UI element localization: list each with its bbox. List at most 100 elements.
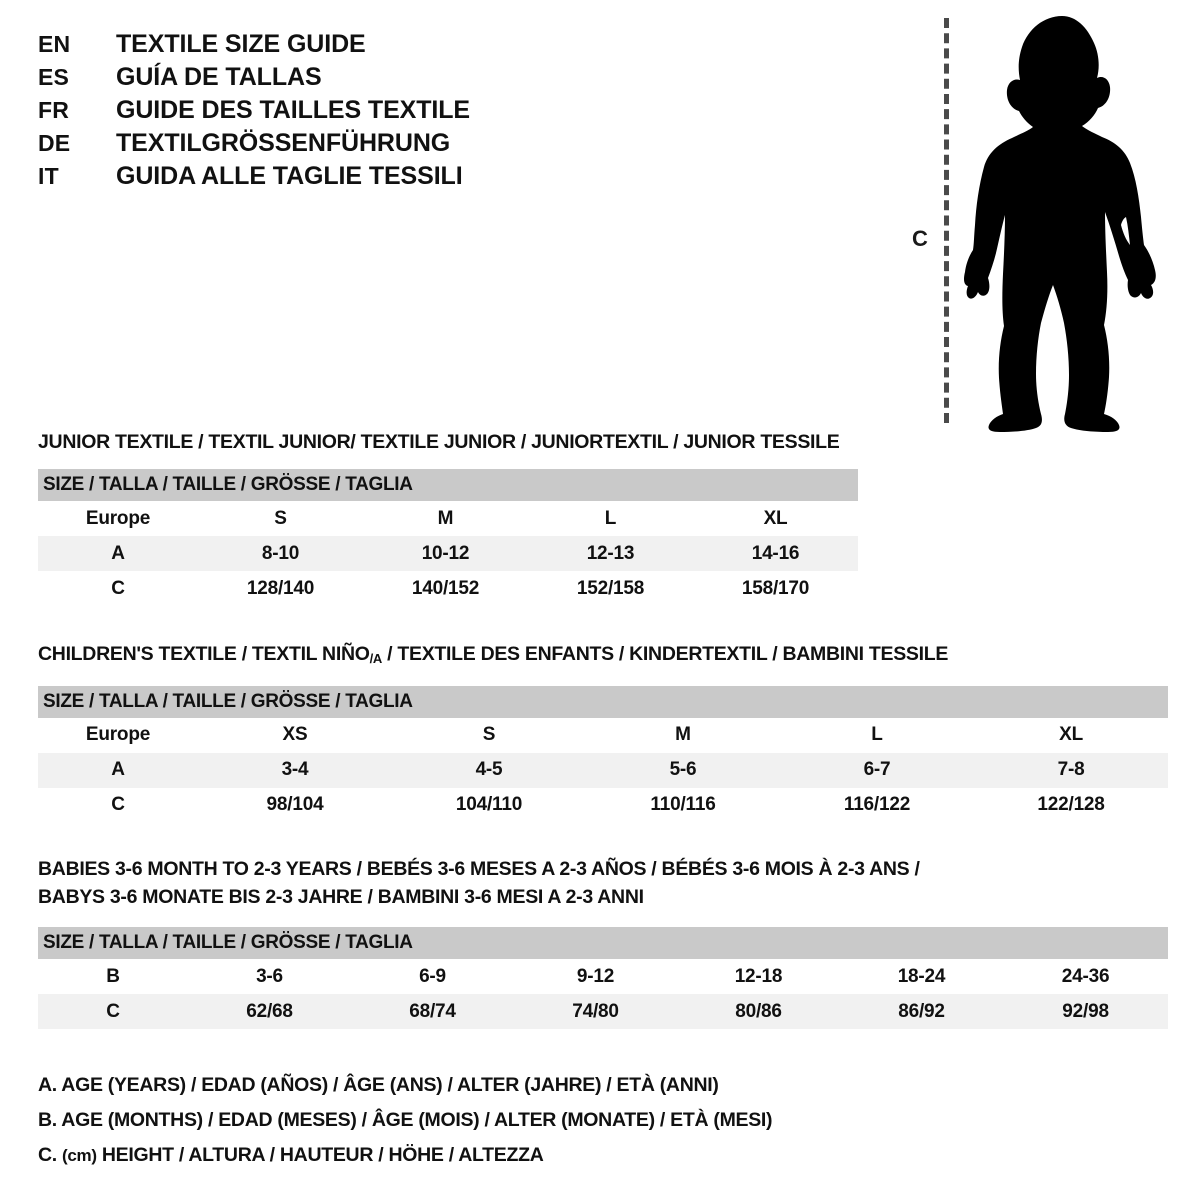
junior-cell-a-1: 8-10 xyxy=(198,536,363,571)
babies-size-table: SIZE / TALLA / TAILLE / GRÖSSE / TAGLIA … xyxy=(38,927,1169,1029)
babies-cell-b-1: 3-6 xyxy=(188,959,351,994)
junior-cell-size-1: S xyxy=(198,501,363,536)
babies-section-title-line2: BABYS 3-6 MONATE BIS 2-3 JAHRE / BAMBINI… xyxy=(38,886,644,908)
junior-cell-a-4: 14-16 xyxy=(693,536,859,571)
children-cell-size-3: M xyxy=(586,717,780,753)
junior-cell-c-3: 152/158 xyxy=(528,571,693,606)
language-title-it: GUIDA ALLE TAGLIE TESSILI xyxy=(116,162,463,190)
junior-cell-a-3: 12-13 xyxy=(528,536,693,571)
children-cell-c-3: 110/116 xyxy=(586,787,780,823)
children-cell-c-4: 116/122 xyxy=(780,787,974,823)
legend-line-c-pre: C. xyxy=(38,1144,63,1166)
children-section-title: CHILDREN'S TEXTILE / TEXTIL NIÑO/A / TEX… xyxy=(38,640,1168,673)
junior-size-table: SIZE / TALLA / TAILLE / GRÖSSE / TAGLIA … xyxy=(38,469,859,606)
junior-cell-size-2: M xyxy=(363,501,528,536)
children-cell-a-4: 6-7 xyxy=(780,752,974,788)
children-band-row: SIZE / TALLA / TAILLE / GRÖSSE / TAGLIA xyxy=(38,685,1169,718)
table-row: Europe XS S M L XL xyxy=(38,717,1169,753)
language-code-fr: FR xyxy=(38,97,70,123)
children-cell-c-1: 98/104 xyxy=(198,787,392,823)
children-textile-section: CHILDREN'S TEXTILE / TEXTIL NIÑO/A / TEX… xyxy=(38,640,1169,823)
language-code-it: IT xyxy=(38,163,59,189)
measurement-legend: A. AGE (YEARS) / EDAD (AÑOS) / ÂGE (ANS)… xyxy=(38,1068,898,1173)
babies-textile-section: BABIES 3-6 MONTH TO 2-3 YEARS / BEBÉS 3-… xyxy=(38,855,1169,1029)
height-measure-figure: C xyxy=(900,8,1180,433)
junior-row-head-a: A xyxy=(38,536,198,571)
junior-band-row: SIZE / TALLA / TAILLE / GRÖSSE / TAGLIA xyxy=(38,469,859,501)
language-row-es: ES GUÍA DE TALLAS xyxy=(38,63,538,96)
children-band-label: SIZE / TALLA / TAILLE / GRÖSSE / TAGLIA xyxy=(38,685,1169,718)
babies-cell-c-2: 68/74 xyxy=(351,994,514,1029)
babies-band-label: SIZE / TALLA / TAILLE / GRÖSSE / TAGLIA xyxy=(38,927,1169,959)
junior-textile-section: JUNIOR TEXTILE / TEXTIL JUNIOR/ TEXTILE … xyxy=(38,428,859,606)
junior-cell-a-2: 10-12 xyxy=(363,536,528,571)
junior-row-head-c: C xyxy=(38,571,198,606)
language-title-fr: GUIDE DES TAILLES TEXTILE xyxy=(116,96,471,124)
children-row-head-a: A xyxy=(38,752,198,788)
children-cell-a-1: 3-4 xyxy=(198,752,392,788)
junior-cell-c-4: 158/170 xyxy=(693,571,859,606)
junior-row-head-europe: Europe xyxy=(38,501,198,536)
language-title-block: EN TEXTILE SIZE GUIDE ES GUÍA DE TALLAS … xyxy=(38,30,538,195)
babies-section-title-line1: BABIES 3-6 MONTH TO 2-3 YEARS / BEBÉS 3-… xyxy=(38,858,920,880)
legend-line-a: A. AGE (YEARS) / EDAD (AÑOS) / ÂGE (ANS)… xyxy=(38,1074,719,1096)
table-row: B 3-6 6-9 9-12 12-18 18-24 24-36 xyxy=(38,959,1169,994)
children-cell-c-2: 104/110 xyxy=(392,787,586,823)
junior-cell-c-2: 140/152 xyxy=(363,571,528,606)
babies-cell-c-4: 80/86 xyxy=(677,994,840,1029)
height-dashed-line xyxy=(944,18,949,423)
toddler-silhouette-icon xyxy=(964,16,1156,432)
measure-label-c: C xyxy=(912,226,928,251)
junior-cell-size-3: L xyxy=(528,501,693,536)
junior-cell-c-1: 128/140 xyxy=(198,571,363,606)
language-code-es: ES xyxy=(38,64,70,90)
babies-cell-c-6: 92/98 xyxy=(1003,994,1169,1029)
babies-band-row: SIZE / TALLA / TAILLE / GRÖSSE / TAGLIA xyxy=(38,927,1169,959)
babies-cell-c-3: 74/80 xyxy=(514,994,677,1029)
language-row-en: EN TEXTILE SIZE GUIDE xyxy=(38,30,538,63)
table-row: A 8-10 10-12 12-13 14-16 xyxy=(38,536,859,571)
babies-cell-b-2: 6-9 xyxy=(351,959,514,994)
children-cell-size-5: XL xyxy=(974,717,1169,753)
children-cell-a-5: 7-8 xyxy=(974,752,1169,788)
children-cell-size-4: L xyxy=(780,717,974,753)
children-cell-a-3: 5-6 xyxy=(586,752,780,788)
language-row-de: DE TEXTILGRÖSSENFÜHRUNG xyxy=(38,129,538,162)
babies-cell-b-3: 9-12 xyxy=(514,959,677,994)
language-title-es: GUÍA DE TALLAS xyxy=(116,63,322,91)
babies-cell-b-6: 24-36 xyxy=(1003,959,1169,994)
language-code-en: EN xyxy=(38,31,71,57)
language-row-fr: FR GUIDE DES TAILLES TEXTILE xyxy=(38,96,538,129)
children-size-table: SIZE / TALLA / TAILLE / GRÖSSE / TAGLIA … xyxy=(38,685,1169,823)
babies-cell-b-4: 12-18 xyxy=(677,959,840,994)
babies-cell-c-1: 62/68 xyxy=(188,994,351,1029)
children-title-post: / TEXTILE DES ENFANTS / KINDERTEXTIL / B… xyxy=(382,643,949,665)
legend-line-c-post: HEIGHT / ALTURA / HAUTEUR / HÖHE / ALTEZ… xyxy=(96,1144,544,1166)
babies-cell-c-5: 86/92 xyxy=(840,994,1003,1029)
children-cell-a-2: 4-5 xyxy=(392,752,586,788)
children-cell-c-5: 122/128 xyxy=(974,787,1169,823)
children-cell-size-1: XS xyxy=(198,717,392,753)
language-title-en: TEXTILE SIZE GUIDE xyxy=(116,30,366,58)
legend-line-c-unit: (cm) xyxy=(62,1146,97,1165)
language-row-it: IT GUIDA ALLE TAGLIE TESSILI xyxy=(38,162,538,195)
table-row: Europe S M L XL xyxy=(38,501,859,536)
junior-cell-size-4: XL xyxy=(693,501,859,536)
language-code-de: DE xyxy=(38,130,71,156)
junior-band-label: SIZE / TALLA / TAILLE / GRÖSSE / TAGLIA xyxy=(38,469,859,501)
children-title-sub: /A xyxy=(369,650,383,666)
table-row: A 3-4 4-5 5-6 6-7 7-8 xyxy=(38,752,1169,788)
children-row-head-c: C xyxy=(38,787,198,823)
babies-row-head-c: C xyxy=(38,994,188,1029)
children-row-head-europe: Europe xyxy=(38,717,198,753)
babies-row-head-b: B xyxy=(38,959,188,994)
table-row: C 128/140 140/152 152/158 158/170 xyxy=(38,571,859,606)
table-row: C 62/68 68/74 74/80 80/86 86/92 92/98 xyxy=(38,994,1169,1029)
babies-cell-b-5: 18-24 xyxy=(840,959,1003,994)
table-row: C 98/104 104/110 110/116 116/122 122/128 xyxy=(38,787,1169,823)
junior-section-title: JUNIOR TEXTILE / TEXTIL JUNIOR/ TEXTILE … xyxy=(38,431,840,453)
children-title-pre: CHILDREN'S TEXTILE / TEXTIL NIÑO xyxy=(38,643,370,665)
language-title-de: TEXTILGRÖSSENFÜHRUNG xyxy=(116,129,451,157)
children-cell-size-2: S xyxy=(392,717,586,753)
legend-line-b: B. AGE (MONTHS) / EDAD (MESES) / ÂGE (MO… xyxy=(38,1109,773,1131)
